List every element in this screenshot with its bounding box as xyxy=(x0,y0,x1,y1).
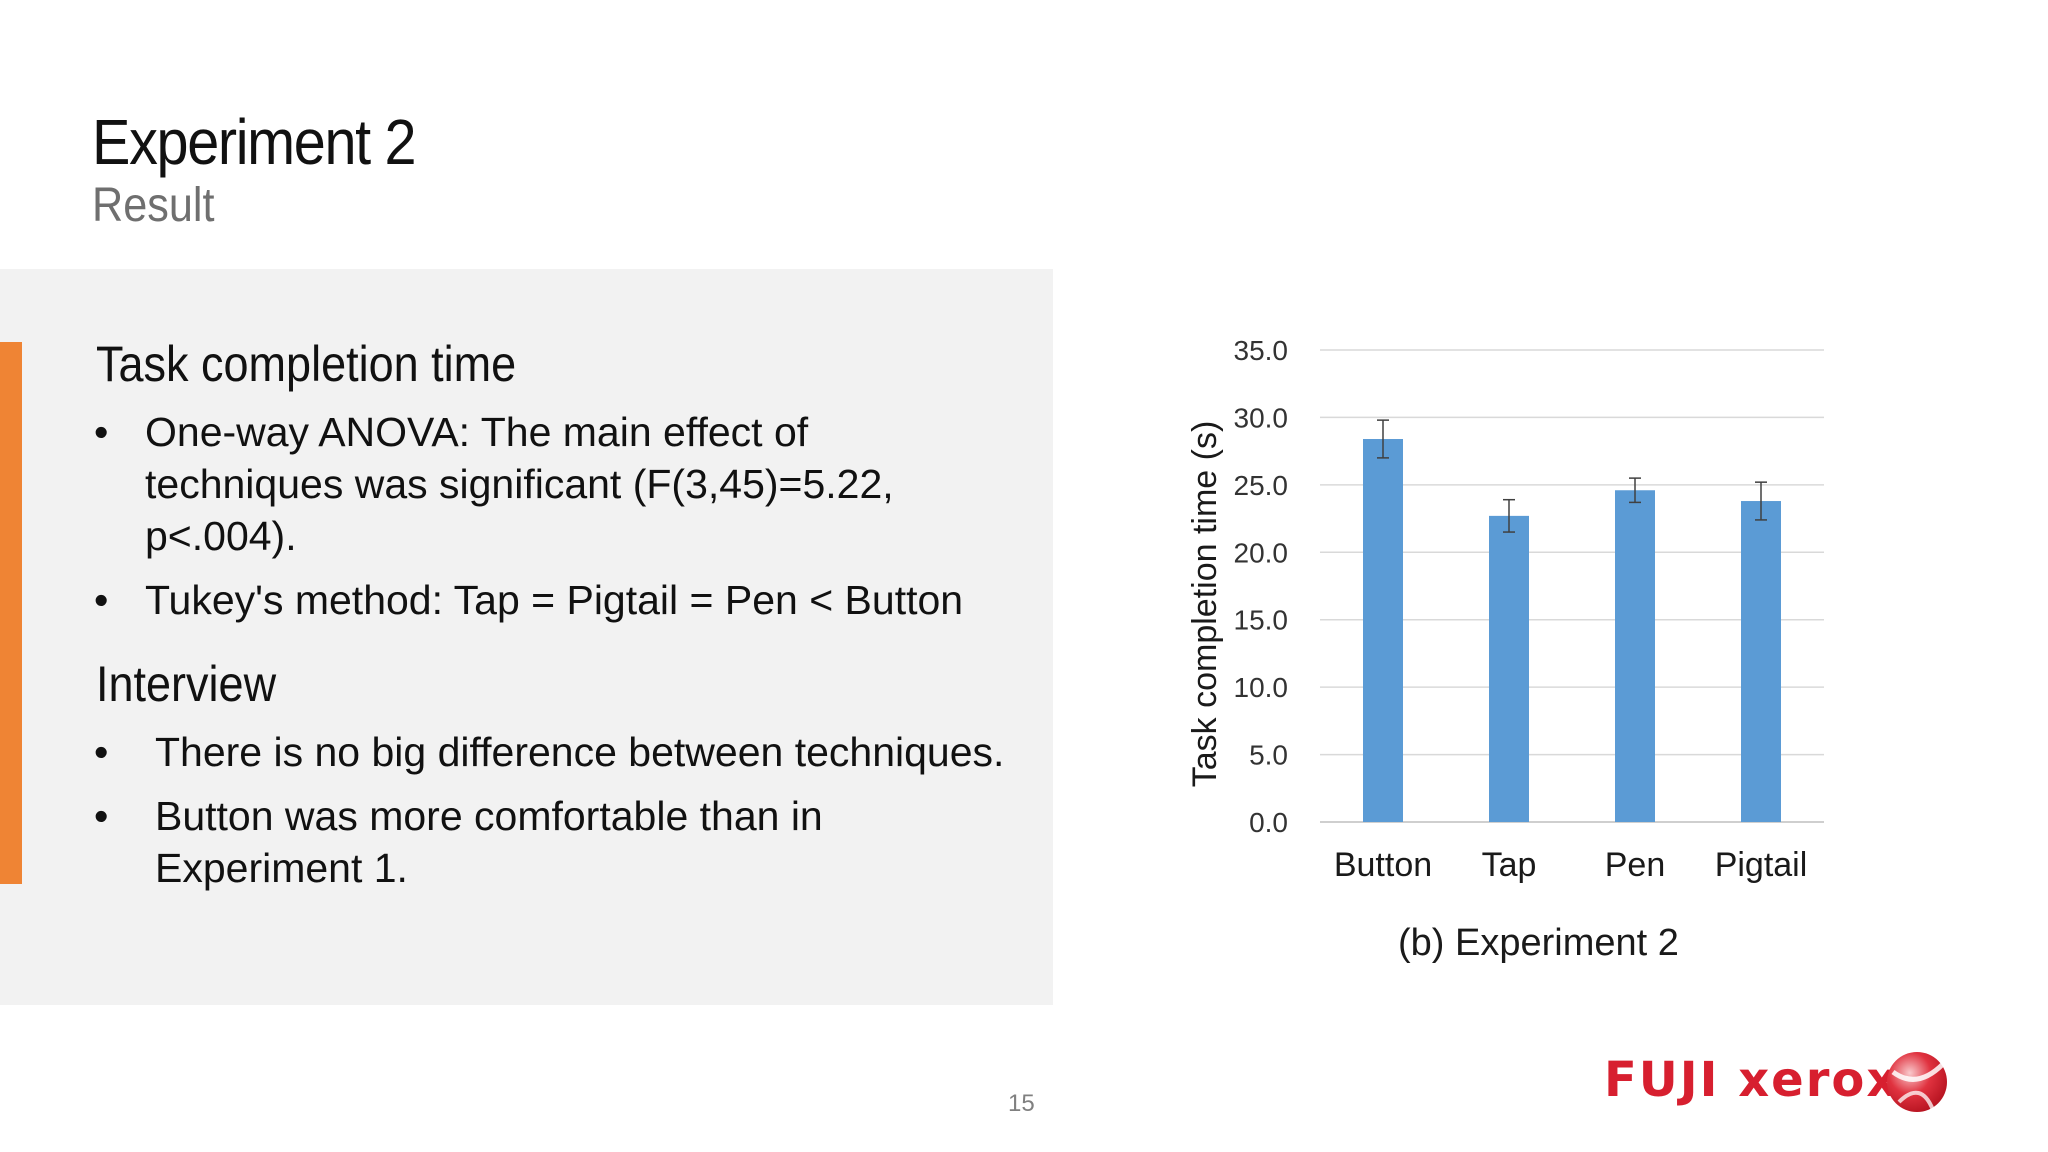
bullet-marker: • xyxy=(94,409,109,455)
x-tick-label: Button xyxy=(1334,846,1432,884)
bullet-text-no-difference: There is no big difference between techn… xyxy=(155,729,1005,775)
page-number: 15 xyxy=(1008,1090,1035,1117)
x-tick-label: Pen xyxy=(1605,846,1666,884)
chart-caption: (b) Experiment 2 xyxy=(1398,922,1679,964)
y-tick-label: 20.0 xyxy=(1234,537,1289,568)
y-tick-label: 15.0 xyxy=(1234,605,1289,636)
y-tick-label: 10.0 xyxy=(1234,672,1289,703)
bullet-text-button-comfortable-line-1: Button was more comfortable than in xyxy=(155,793,823,839)
fuji-xerox-logo: FUJI xerox xyxy=(1604,1050,1950,1116)
x-tick-label: Tap xyxy=(1482,846,1537,884)
section-heading-task-completion-time: Task completion time xyxy=(96,336,517,392)
x-tick-label: Pigtail xyxy=(1715,846,1808,884)
bar-pigtail xyxy=(1741,501,1781,822)
bar-pen xyxy=(1615,490,1655,822)
y-tick-label: 0.0 xyxy=(1249,807,1288,838)
accent-bar xyxy=(0,342,22,884)
y-axis-label: Task completion time (s) xyxy=(1186,421,1224,788)
content-panel xyxy=(0,269,1053,1005)
y-tick-label: 30.0 xyxy=(1234,402,1289,433)
y-tick-label: 35.0 xyxy=(1234,335,1289,366)
bullet-text-anova-line-2: techniques was significant (F(3,45)=5.22… xyxy=(145,461,894,507)
globe-icon xyxy=(1887,1052,1947,1112)
y-tick-label: 25.0 xyxy=(1234,470,1289,501)
bullet-text-anova-line-1: One-way ANOVA: The main effect of xyxy=(145,409,809,455)
bar-tap xyxy=(1489,515,1529,822)
bullet-marker: • xyxy=(94,793,109,839)
bullet-marker: • xyxy=(94,729,109,775)
logo-wordmark: FUJI xerox xyxy=(1604,1052,1900,1108)
slide-title: Experiment 2 xyxy=(92,106,417,178)
bullet-text-anova-line-3: p<.004). xyxy=(145,513,297,559)
y-tick-label: 5.0 xyxy=(1249,740,1288,771)
bullet-text-tukey: Tukey's method: Tap = Pigtail = Pen < Bu… xyxy=(145,577,964,623)
bullet-marker: • xyxy=(94,577,109,623)
bar-button xyxy=(1363,439,1403,822)
section-heading-interview: Interview xyxy=(96,656,277,712)
slide-subtitle: Result xyxy=(92,179,215,232)
bullet-text-button-comfortable-line-2: Experiment 1. xyxy=(155,845,408,891)
